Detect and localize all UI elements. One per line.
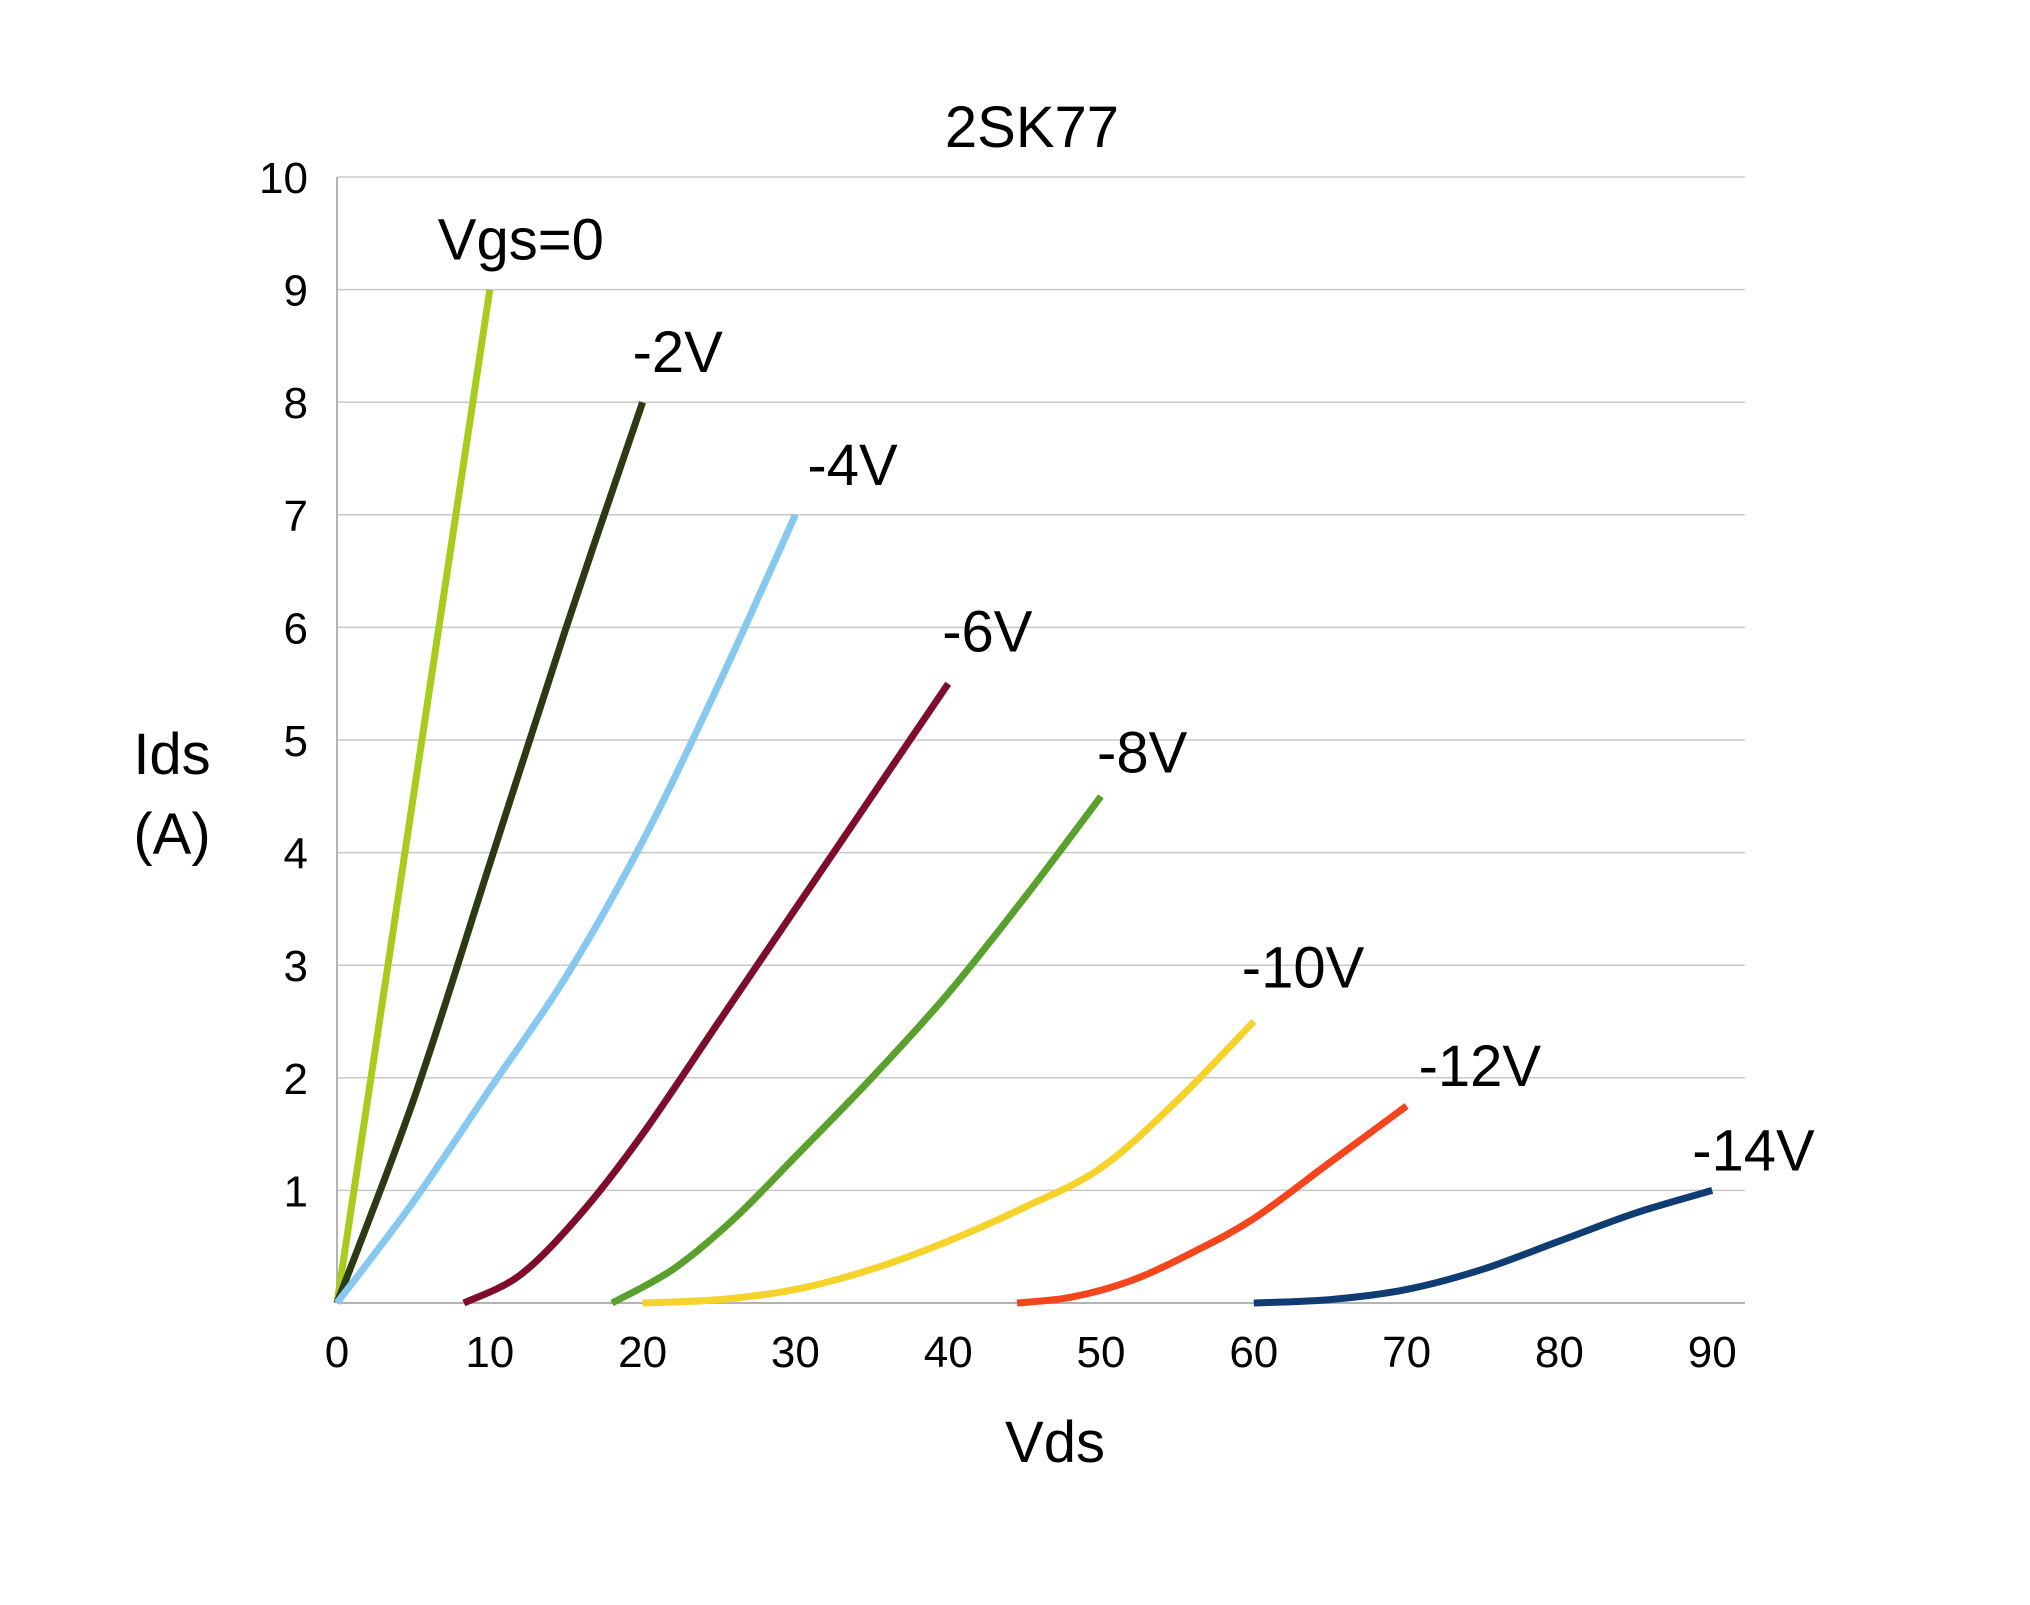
x-tick-label-30: 30 bbox=[771, 1328, 820, 1377]
y-tick-label-9: 9 bbox=[284, 267, 308, 316]
series-label-8v: -8V bbox=[1097, 720, 1188, 785]
series-line-vgs0 bbox=[333, 289, 494, 1304]
series-line-4v bbox=[334, 513, 799, 1306]
y-axis-title-line1: Ids bbox=[133, 722, 210, 787]
y-tick-label-8: 8 bbox=[284, 379, 308, 428]
series-line-10v bbox=[642, 1019, 1257, 1307]
series-label-vgs0: Vgs=0 bbox=[438, 208, 604, 273]
y-tick-label-6: 6 bbox=[284, 604, 308, 653]
series-label-4v: -4V bbox=[807, 433, 898, 498]
y-tick-label-7: 7 bbox=[284, 492, 308, 541]
x-tick-label-10: 10 bbox=[465, 1328, 514, 1377]
x-tick-label-50: 50 bbox=[1077, 1328, 1126, 1377]
x-tick-label-0: 0 bbox=[325, 1328, 349, 1377]
tick-labels: 0 10 20 30 40 50 60 70 80 90 1 2 3 4 5 6 7 8 9 10 bbox=[259, 154, 1737, 1377]
x-tick-label-20: 20 bbox=[618, 1328, 667, 1377]
series-line-14v bbox=[1253, 1187, 1714, 1307]
series-line-8v bbox=[610, 794, 1104, 1307]
series-label-10v: -10V bbox=[1242, 936, 1365, 1001]
series-line-2v bbox=[333, 401, 646, 1305]
series-label-12v: -12V bbox=[1419, 1034, 1542, 1099]
x-tick-label-80: 80 bbox=[1535, 1328, 1584, 1377]
x-tick-label-40: 40 bbox=[924, 1328, 973, 1377]
series-label-2v: -2V bbox=[633, 320, 724, 385]
series-line-6v bbox=[462, 681, 952, 1307]
x-tick-label-70: 70 bbox=[1382, 1328, 1431, 1377]
series-lines bbox=[333, 289, 1714, 1307]
y-tick-label-10: 10 bbox=[259, 154, 308, 203]
series-label-14v: -14V bbox=[1692, 1118, 1815, 1183]
x-tick-label-60: 60 bbox=[1229, 1328, 1278, 1377]
series-labels: Vgs=0 -2V -4V -6V -8V -10V -12V -14V bbox=[438, 208, 1815, 1184]
chart-title: 2SK77 bbox=[945, 95, 1119, 160]
y-tick-label-3: 3 bbox=[284, 942, 308, 991]
x-tick-label-90: 90 bbox=[1688, 1328, 1737, 1377]
y-tick-label-4: 4 bbox=[284, 830, 308, 879]
series-line-12v bbox=[1016, 1103, 1409, 1307]
y-axis-title-line2: (A) bbox=[133, 802, 210, 867]
x-axis-title: Vds bbox=[1005, 1410, 1105, 1475]
series-label-6v: -6V bbox=[942, 600, 1033, 665]
y-tick-label-2: 2 bbox=[284, 1055, 308, 1104]
y-tick-label-5: 5 bbox=[284, 717, 308, 766]
y-tick-label-1: 1 bbox=[284, 1167, 308, 1216]
